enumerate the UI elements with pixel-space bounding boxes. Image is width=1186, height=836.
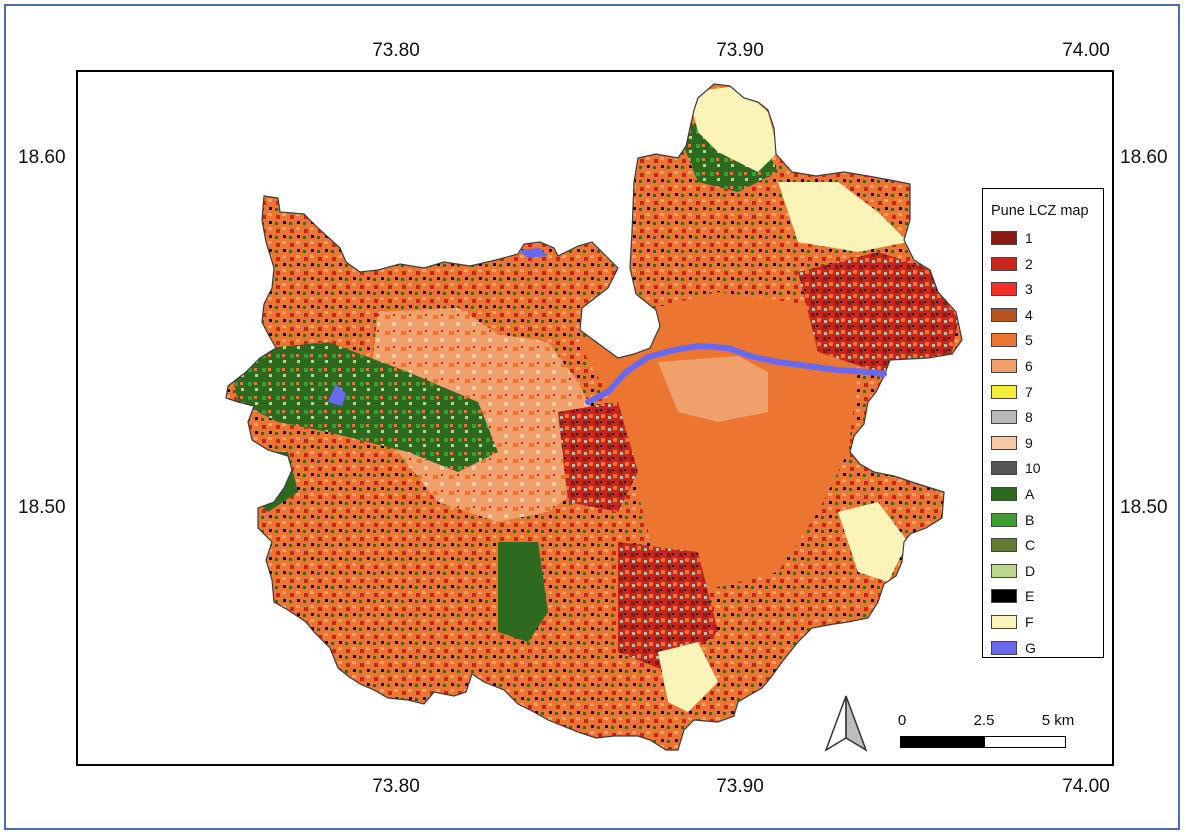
legend-label: 4 (1025, 306, 1033, 323)
legend-swatch (991, 538, 1017, 553)
legend-label: 8 (1025, 409, 1033, 426)
legend-item: 1 (991, 229, 1033, 247)
scale-bar-white-segment (984, 736, 1066, 748)
water-body-west (328, 384, 346, 406)
scale-label-2-5: 2.5 (973, 712, 995, 729)
legend-swatch (991, 435, 1017, 450)
scale-label-5km: 5 km (1041, 712, 1075, 729)
legend-item: C (991, 536, 1035, 554)
map-frame (76, 70, 1114, 766)
legend-swatch (991, 589, 1017, 604)
legend-swatch (991, 563, 1017, 578)
water-body-north (518, 248, 548, 258)
legend-label: D (1025, 562, 1036, 579)
legend-item: 6 (991, 357, 1033, 375)
legend-item: 7 (991, 383, 1033, 401)
legend-item: 9 (991, 434, 1033, 452)
zone-6-central (658, 356, 768, 422)
zone-5-central (578, 292, 858, 592)
legend-item: 5 (991, 331, 1033, 349)
tick-top-73-80: 73.80 (372, 40, 420, 61)
legend-swatch (991, 410, 1017, 425)
tick-bottom-74-00: 74.00 (1062, 776, 1110, 797)
legend-item: 3 (991, 280, 1033, 298)
tick-top-73-90: 73.90 (716, 40, 764, 61)
legend-label: A (1025, 486, 1035, 502)
legend-swatch (991, 384, 1017, 399)
scale-bar-black-segment (900, 736, 984, 748)
legend-label: 2 (1025, 255, 1033, 272)
legend-title: Pune LCZ map (991, 203, 1089, 219)
legend-item: G (991, 639, 1036, 657)
legend-label: 10 (1025, 460, 1041, 477)
legend-label: 9 (1025, 434, 1033, 451)
legend-swatch (991, 359, 1017, 373)
legend-swatch (991, 487, 1017, 501)
legend-item: 10 (991, 459, 1041, 477)
legend-label: B (1025, 511, 1035, 528)
legend-swatch (991, 307, 1017, 322)
tick-left-18-60: 18.60 (18, 147, 66, 168)
north-arrow-icon (824, 695, 868, 752)
legend-label: C (1025, 537, 1036, 554)
legend-swatch (991, 231, 1017, 245)
legend-item: 2 (991, 255, 1033, 273)
legend-swatch (991, 333, 1017, 348)
zone-a-west (228, 342, 498, 472)
river (585, 343, 887, 405)
legend-swatch (991, 640, 1017, 655)
tick-right-18-50: 18.50 (1120, 497, 1168, 518)
legend-label: 1 (1025, 230, 1033, 246)
legend-swatch (991, 615, 1017, 629)
legend-label: E (1025, 588, 1035, 605)
legend-swatch (991, 461, 1017, 476)
zone-2-center-west (558, 402, 638, 512)
legend-label: F (1025, 614, 1034, 630)
zone-2-south (618, 542, 718, 672)
zone-f-north (688, 86, 778, 172)
legend-item: E (991, 587, 1034, 605)
zone-f-northeast (778, 182, 908, 252)
figure-frame (4, 4, 1180, 830)
legend-swatch (991, 282, 1017, 297)
tick-bottom-73-80: 73.80 (372, 776, 420, 797)
legend-item: A (991, 485, 1034, 503)
legend-label: 6 (1025, 358, 1033, 374)
legend-item: F (991, 613, 1034, 631)
legend-swatch (991, 512, 1017, 527)
legend-item: B (991, 511, 1034, 529)
tick-right-18-60: 18.60 (1120, 147, 1168, 168)
tick-left-18-50: 18.50 (18, 497, 66, 518)
legend-label: 7 (1025, 383, 1033, 400)
scale-label-0: 0 (897, 712, 907, 729)
tick-top-74-00: 74.00 (1062, 40, 1110, 61)
legend: Pune LCZ map 1 2 3 4 5 6 7 8 9 10 A B C D E F G (982, 188, 1104, 658)
legend-label: 5 (1025, 332, 1033, 349)
legend-item: 4 (991, 306, 1033, 324)
tick-bottom-73-90: 73.90 (716, 776, 764, 797)
lcz-map (225, 83, 963, 751)
zone-f-south (658, 642, 718, 712)
legend-label: 3 (1025, 281, 1033, 298)
scale-bar: 0 2.5 5 km (897, 712, 1074, 752)
zone-a-south (498, 542, 548, 642)
legend-swatch (991, 256, 1017, 271)
legend-label: G (1025, 639, 1036, 656)
zone-2-northeast (798, 252, 958, 372)
legend-item: D (991, 562, 1035, 580)
lcz-zones (226, 84, 962, 750)
legend-item: 8 (991, 408, 1033, 426)
zone-f-east (838, 502, 908, 582)
